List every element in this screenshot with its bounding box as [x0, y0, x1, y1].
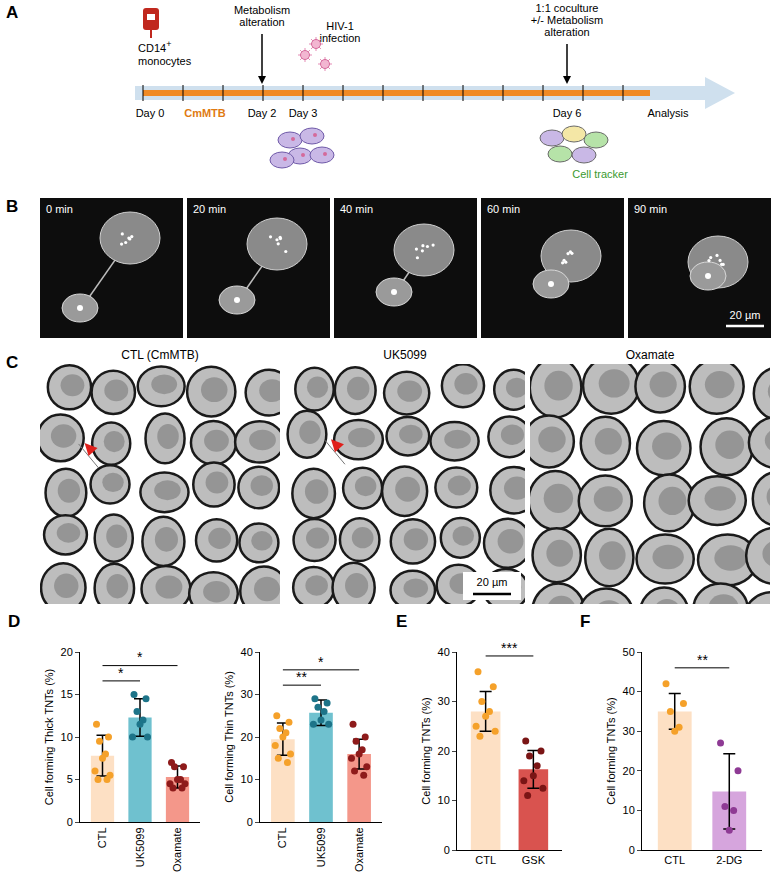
svg-text:30: 30 [241, 688, 253, 700]
svg-text:Cell forming Thin TNTs (%): Cell forming Thin TNTs (%) [223, 671, 235, 803]
svg-text:10: 10 [241, 773, 253, 785]
svg-text:UK5099: UK5099 [134, 827, 146, 867]
svg-text:UK5099: UK5099 [383, 348, 427, 362]
svg-text:B: B [6, 197, 18, 216]
svg-text:Cell tracker: Cell tracker [572, 168, 628, 180]
svg-text:infection: infection [320, 32, 361, 44]
svg-text:alteration: alteration [544, 26, 589, 38]
svg-text:CTL: CTL [96, 827, 108, 848]
svg-text:CTL: CTL [664, 854, 685, 866]
svg-text:1:1 coculture: 1:1 coculture [536, 2, 599, 14]
svg-text:CTL: CTL [276, 827, 288, 848]
svg-text:monocytes: monocytes [138, 55, 192, 67]
svg-text:50: 50 [623, 646, 635, 658]
html-text:E: E [396, 612, 408, 631]
svg-text:Cell forming Thick TNTs (%): Cell forming Thick TNTs (%) [43, 669, 55, 806]
svg-text:Oxamate: Oxamate [626, 348, 675, 362]
svg-text:**: ** [697, 652, 708, 668]
svg-text:30: 30 [438, 695, 450, 707]
svg-text:40: 40 [438, 646, 450, 658]
svg-text:HIV-1: HIV-1 [326, 20, 354, 32]
svg-text:CmMTB: CmMTB [184, 107, 226, 119]
svg-text:20: 20 [438, 745, 450, 757]
svg-text:C: C [6, 353, 18, 372]
svg-text:40: 40 [241, 646, 253, 658]
svg-text:Metabolism: Metabolism [234, 4, 290, 16]
svg-text:Analysis: Analysis [648, 107, 689, 119]
svg-text:5: 5 [67, 773, 73, 785]
svg-text:0 min: 0 min [46, 203, 73, 215]
svg-text:10: 10 [623, 804, 635, 816]
svg-text:Cell forming TNTs (%): Cell forming TNTs (%) [605, 697, 617, 804]
svg-text:20 µm: 20 µm [477, 576, 508, 588]
svg-text:20: 20 [241, 731, 253, 743]
svg-text:0: 0 [629, 844, 635, 856]
svg-text:CD14+: CD14+ [138, 39, 171, 54]
svg-text:0: 0 [67, 816, 73, 828]
svg-text:***: *** [501, 640, 518, 656]
svg-text:**: ** [296, 669, 307, 685]
svg-text:CTL (CmMTB): CTL (CmMTB) [121, 348, 199, 362]
svg-text:0: 0 [444, 844, 450, 856]
svg-text:60 min: 60 min [487, 203, 520, 215]
svg-text:10: 10 [61, 731, 73, 743]
svg-text:10: 10 [438, 794, 450, 806]
svg-text:Day 6: Day 6 [553, 107, 582, 119]
svg-text:40: 40 [623, 685, 635, 697]
svg-text:Day 0: Day 0 [136, 107, 165, 119]
svg-text:Oxamate: Oxamate [171, 827, 183, 872]
html-text:F: F [580, 612, 591, 631]
svg-text:20: 20 [623, 765, 635, 777]
svg-text:Day 3: Day 3 [289, 107, 318, 119]
svg-text:90 min: 90 min [634, 203, 667, 215]
svg-text:*: * [118, 665, 124, 681]
svg-text:20 µm: 20 µm [730, 309, 761, 321]
svg-text:GSK: GSK [522, 854, 546, 866]
svg-text:20: 20 [61, 646, 73, 658]
svg-text:A: A [6, 3, 18, 22]
svg-text:15: 15 [61, 688, 73, 700]
svg-text:CTL: CTL [475, 854, 496, 866]
svg-text:*: * [137, 649, 143, 665]
svg-text:alteration: alteration [239, 16, 284, 28]
svg-text:Oxamate: Oxamate [353, 827, 365, 872]
svg-text:20 min: 20 min [193, 203, 226, 215]
svg-text:0: 0 [247, 816, 253, 828]
svg-text:2-DG: 2-DG [716, 854, 742, 866]
svg-text:+/- Metabolism: +/- Metabolism [531, 14, 603, 26]
svg-text:UK5099: UK5099 [315, 827, 327, 867]
svg-text:30: 30 [623, 725, 635, 737]
svg-text:*: * [318, 654, 324, 670]
svg-text:40 min: 40 min [340, 203, 373, 215]
html-text:D: D [8, 612, 21, 631]
svg-text:Day 2: Day 2 [248, 107, 277, 119]
svg-text:Cell forming TNTs (%): Cell forming TNTs (%) [420, 697, 432, 804]
